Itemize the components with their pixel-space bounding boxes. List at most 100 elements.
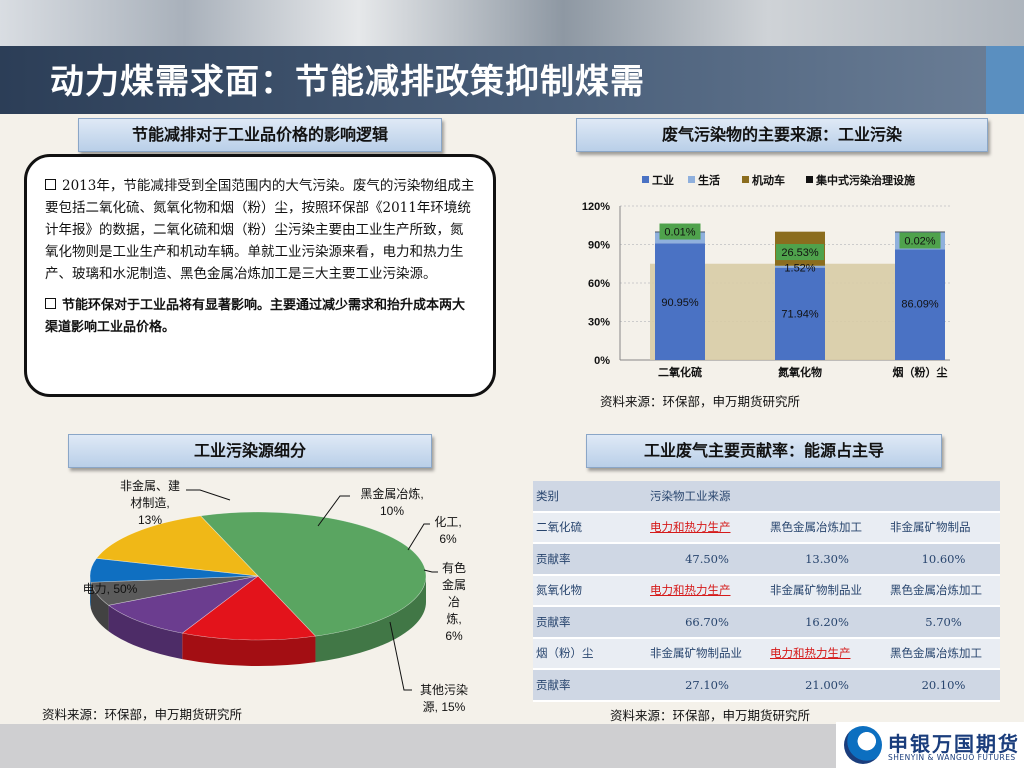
x-tick-label: 烟（粉）尘 (893, 365, 948, 379)
logo-subtitle: SHENYIN & WANGUO FUTURES (888, 753, 1016, 762)
table-cell: 电力和热力生产 (647, 511, 767, 544)
table-row: 烟（粉）尘 非金属矿物制品业 电力和热力生产 黑色金属冶炼加工 (533, 637, 1000, 670)
table-row: 贡献率 66.70% 16.20% 5.70% (533, 606, 1000, 639)
table-cell: 非金属矿物制品业 (767, 574, 887, 607)
pie-slice (107, 575, 259, 634)
legend-label: 生活 (698, 173, 720, 187)
table-cell: 污染物工业来源 (647, 481, 767, 513)
page-title: 动力煤需求面：节能减排政策抑制煤需 (50, 62, 645, 102)
pie-slice (199, 511, 426, 637)
data-label: 0.02% (904, 236, 935, 248)
data-label-box (776, 244, 824, 261)
contribution-table: 类别 污染物工业来源 二氧化硫 电力和热力生产 黑色金属冶炼加工 非金属矿物制品 贡献率 47… (533, 481, 1000, 702)
pie-leader-line (423, 569, 438, 573)
table-cell: 黑色金属冶炼加工 (767, 511, 887, 544)
pie-slice-side (108, 605, 183, 660)
table-cell: 非金属矿物制品业 (647, 637, 767, 670)
paragraph-2: 节能环保对于工业品将有显著影响。主要通过减少需求和抬升成本两大渠道影响工业品价格… (45, 295, 475, 339)
pie-slice-side (315, 576, 426, 663)
pie-label-other: 其他污染源, 15% (420, 682, 468, 714)
table-cell (767, 481, 887, 513)
table-row: 贡献率 47.50% 13.30% 10.60% (533, 543, 1000, 576)
logo-name: 申银万国期货 (888, 732, 1020, 756)
bar-segment (775, 265, 825, 268)
y-tick-label: 60% (588, 278, 610, 290)
bar-data-labels: 90.95% 0.01% 71.94% 1.52% 26.53% 86.09% 0.02% (659, 223, 941, 321)
bullet-square-icon (45, 179, 56, 190)
table-cell: 66.70% (647, 606, 767, 639)
source-note-pie: 资料来源：环保部，申万期货研究所 (42, 707, 243, 722)
highlight-source: 电力和热力生产 (650, 583, 731, 598)
header-photo (0, 0, 1024, 46)
pie-slice (181, 575, 317, 641)
data-label: 0.01% (664, 227, 695, 239)
x-tick-label: 氮氧化物 (778, 365, 822, 379)
table-cell: 类别 (533, 481, 647, 513)
table-row: 氮氧化物 电力和热力生产 非金属矿物制品业 黑色金属冶炼加工 (533, 574, 1000, 607)
table-cell: 电力和热力生产 (767, 637, 887, 670)
pie-leader-line (317, 495, 350, 527)
paragraph-2-text: 节能环保对于工业品将有显著影响。主要通过减少需求和抬升成本两大渠道影响工业品价格… (45, 298, 466, 335)
table-cell: 16.20% (767, 606, 887, 639)
pie-label-chemical: 化工, 6% (434, 515, 461, 546)
table-cell: 烟（粉）尘 (533, 637, 647, 670)
table-cell: 47.50% (647, 543, 767, 576)
pie-slice-side (90, 576, 91, 609)
stacked-bar-chart: 工业 生活 机动车 集中式污染治理设施 0% 30% 60% 90% 120% 二氧化硫 氮氧化物… (582, 173, 950, 379)
data-label: 86.09% (901, 298, 939, 310)
legend-label: 工业 (652, 173, 674, 187)
bar-segment (895, 231, 945, 233)
table-cell: 贡献率 (533, 606, 647, 639)
legend-swatch (806, 176, 813, 183)
legend-swatch (688, 176, 695, 183)
data-label-box (899, 232, 941, 249)
title-bar: 动力煤需求面：节能减排政策抑制煤需 (0, 46, 1024, 114)
legend-label: 机动车 (752, 173, 785, 187)
pie-label-nonferrous: 有色金属冶炼, 6% (442, 561, 466, 643)
table-cell: 贡献率 (533, 543, 647, 576)
table-cell: 20.10% (887, 669, 1000, 702)
section-label-contribution: 工业废气主要贡献率：能源占主导 (586, 434, 942, 468)
pie-slice-side (90, 582, 109, 632)
paragraph-1: 2013年，节能减排受到全国范围内的大气污染。废气的污染物组成主要包括二氧化硫、… (45, 175, 475, 285)
highlight-source: 电力和热力生产 (650, 520, 731, 535)
table-cell: 黑色金属冶炼加工 (887, 574, 1000, 607)
pie-leader-line (389, 621, 412, 691)
table-cell (887, 481, 1000, 513)
section-label-logic: 节能减排对于工业品价格的影响逻辑 (78, 118, 442, 152)
data-label-box (659, 223, 701, 240)
pie-leader-line (407, 523, 430, 551)
pie-label-nonmetal: 非金属、建材制造, 13% (120, 478, 180, 527)
bar-segment (775, 267, 825, 360)
source-note-bar: 资料来源：环保部，申万期货研究所 (600, 394, 801, 409)
bar-legend: 工业 生活 机动车 集中式污染治理设施 (642, 173, 915, 187)
pie-slice-side (182, 633, 316, 666)
highlight-source: 电力和热力生产 (770, 646, 851, 661)
data-label: 26.53% (781, 247, 819, 259)
bullet-square-icon (45, 298, 56, 309)
legend-label: 集中式污染治理设施 (815, 173, 915, 187)
data-label: 1.52% (784, 262, 815, 274)
table-cell: 21.00% (767, 669, 887, 702)
legend-swatch (642, 176, 649, 183)
table-cell: 氮氧化物 (533, 574, 647, 607)
logic-text-box: 2013年，节能减排受到全国范围内的大气污染。废气的污染物组成主要包括二氧化硫、… (24, 154, 496, 397)
x-tick-label: 二氧化硫 (658, 365, 702, 379)
paragraph-1-text: 2013年，节能减排受到全国范围内的大气污染。废气的污染物组成主要包括二氧化硫、… (45, 178, 475, 282)
table-cell: 黑色金属冶炼加工 (887, 637, 1000, 670)
bar-segment (655, 243, 705, 360)
table-row: 二氧化硫 电力和热力生产 黑色金属冶炼加工 非金属矿物制品 (533, 511, 1000, 544)
pie-label-ferrous: 黑金属冶炼, 10% (360, 486, 423, 518)
table-cell: 贡献率 (533, 669, 647, 702)
pie-leader-line (186, 489, 231, 501)
table-row: 类别 污染物工业来源 (533, 481, 1000, 513)
table-cell: 13.30% (767, 543, 887, 576)
pie-chart: 电力, 50% 非金属、建材制造, 13% 黑金属冶炼, 10% 化工, 6% 有色金属冶炼,… (83, 478, 468, 714)
table-cell: 二氧化硫 (533, 511, 647, 544)
table-cell: 27.10% (647, 669, 767, 702)
table-cell: 10.60% (887, 543, 1000, 576)
y-tick-label: 30% (588, 317, 610, 329)
data-label: 71.94% (781, 309, 819, 321)
corner-accent (986, 46, 1024, 114)
y-tick-label: 120% (582, 201, 610, 213)
